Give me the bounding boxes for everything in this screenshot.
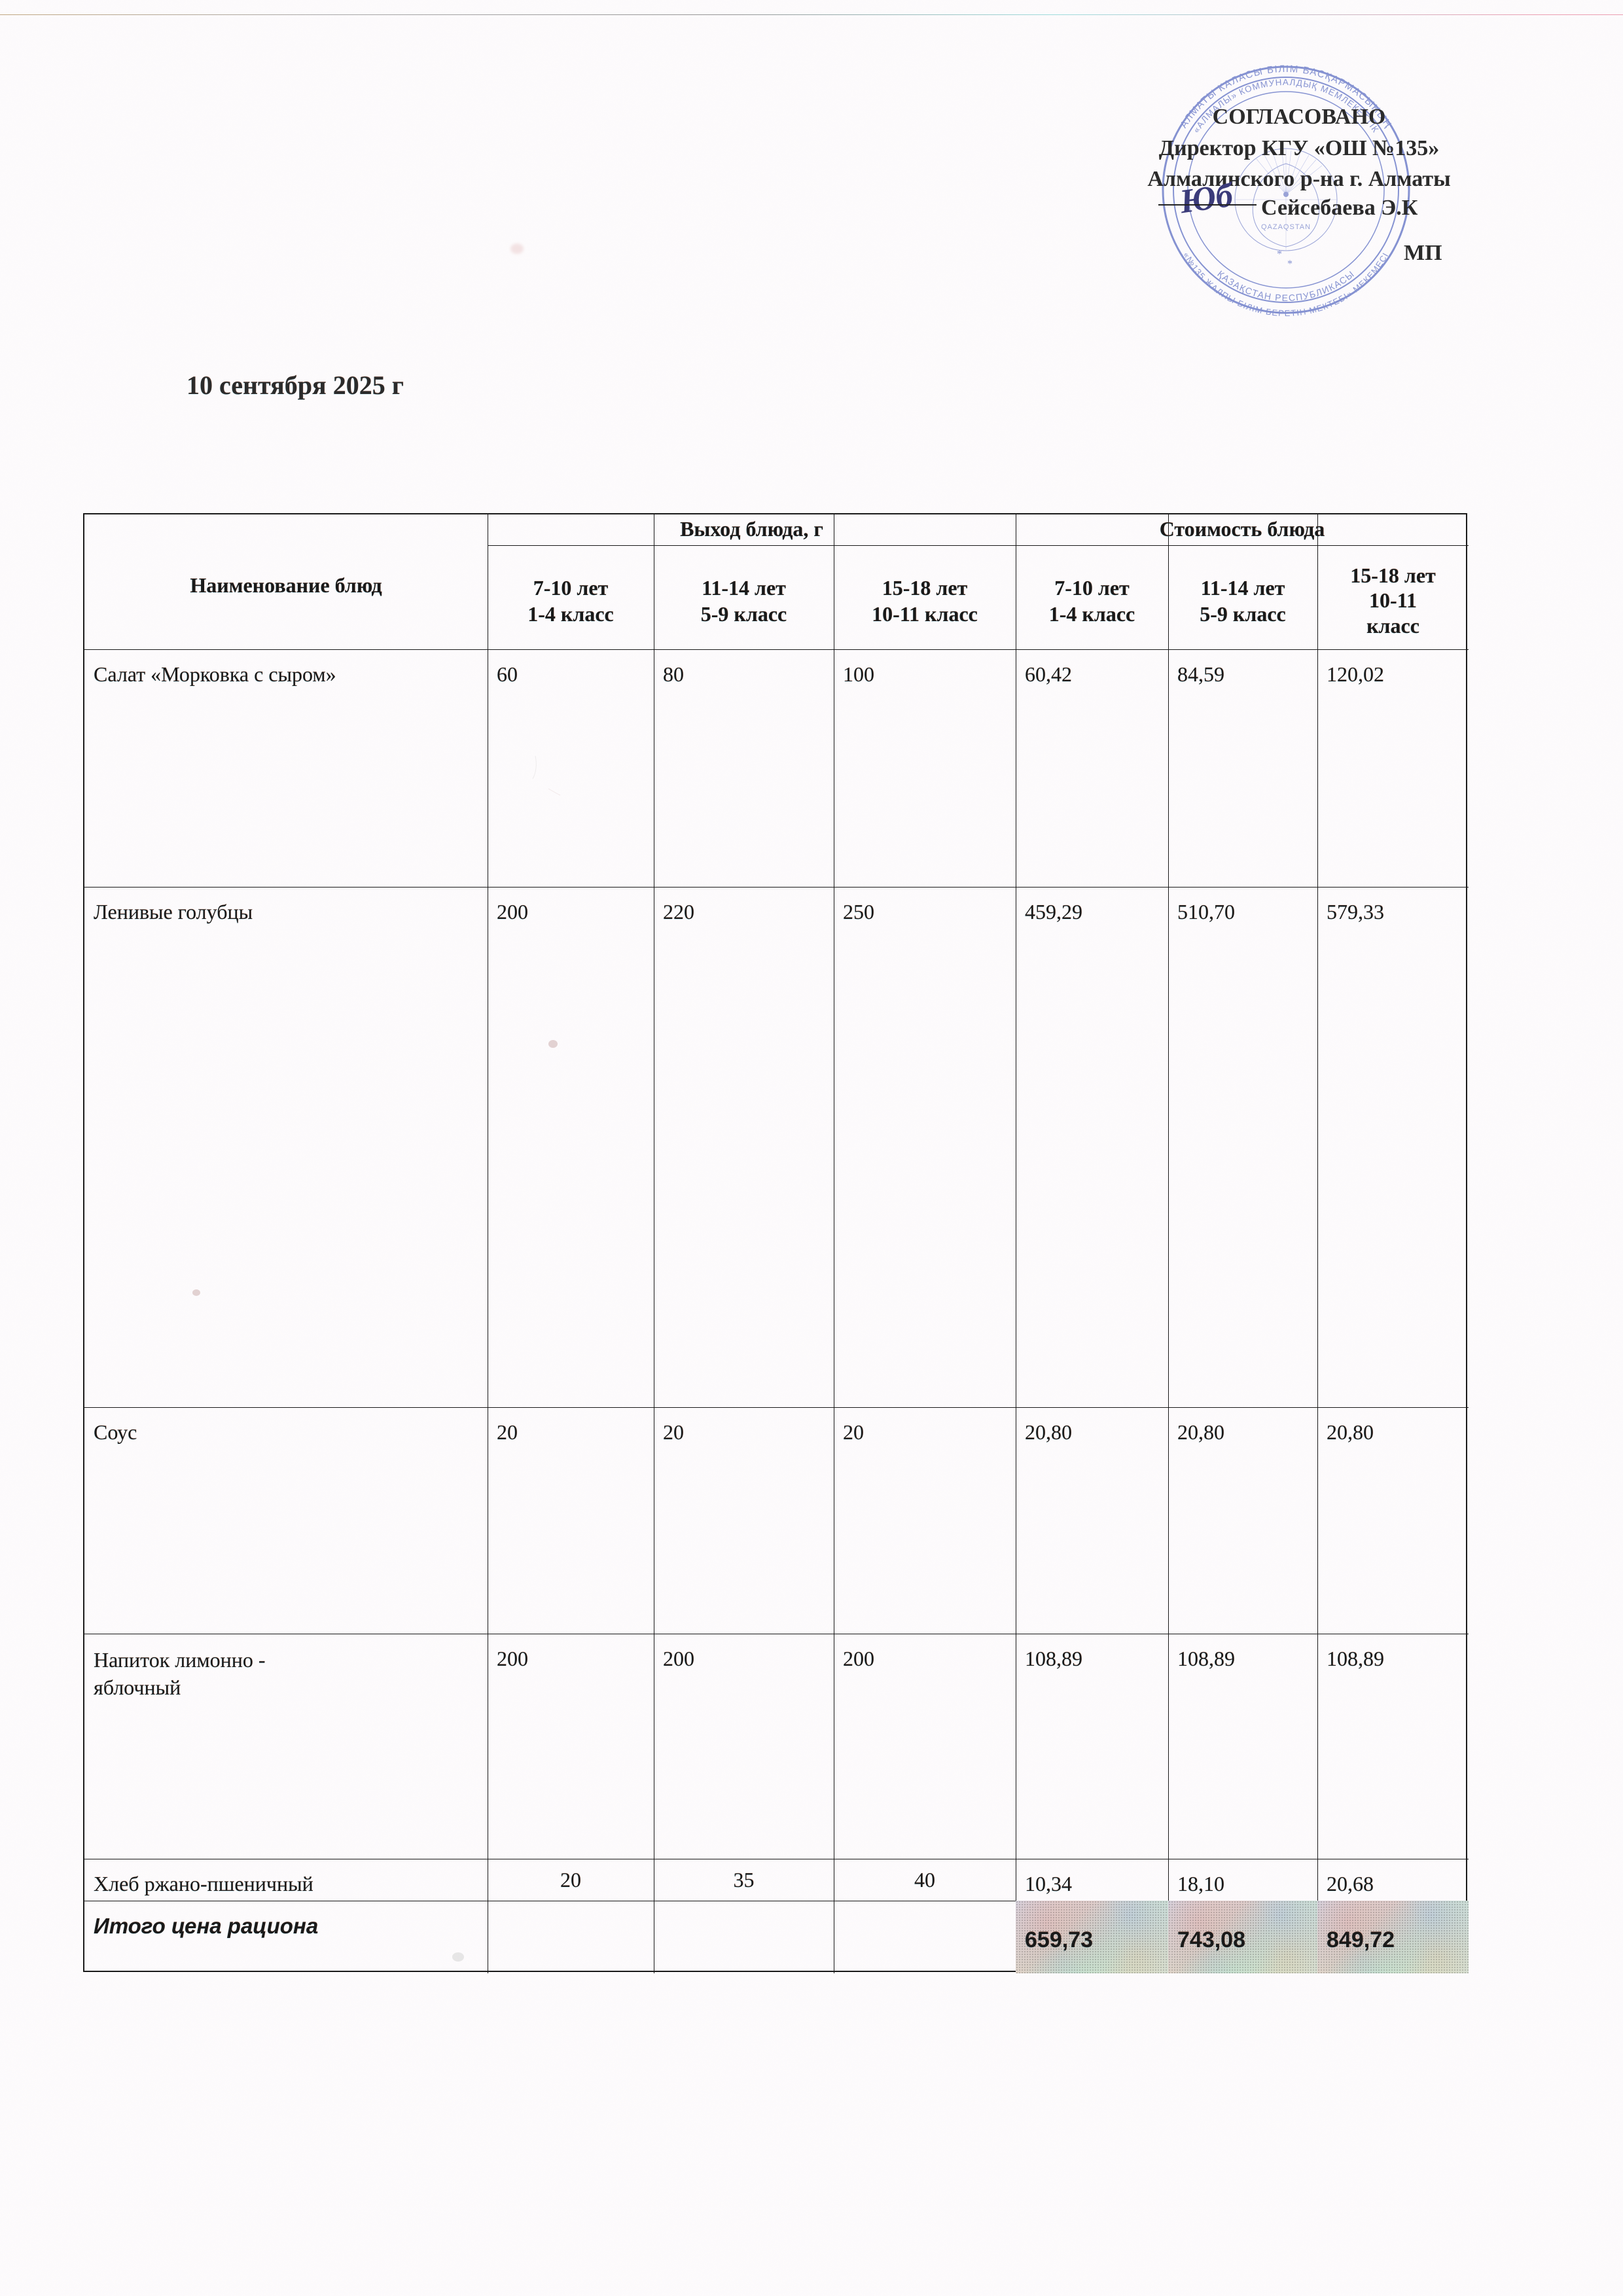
svg-text:*: * [1287, 259, 1293, 270]
svg-text:*: * [1277, 249, 1282, 260]
svg-text:«№135 ЖАЛПЫ БІЛІМ БЕРЕТІН МЕКТ: «№135 ЖАЛПЫ БІЛІМ БЕРЕТІН МЕКТЕБІ» МЕКЕМ… [1181, 251, 1391, 318]
